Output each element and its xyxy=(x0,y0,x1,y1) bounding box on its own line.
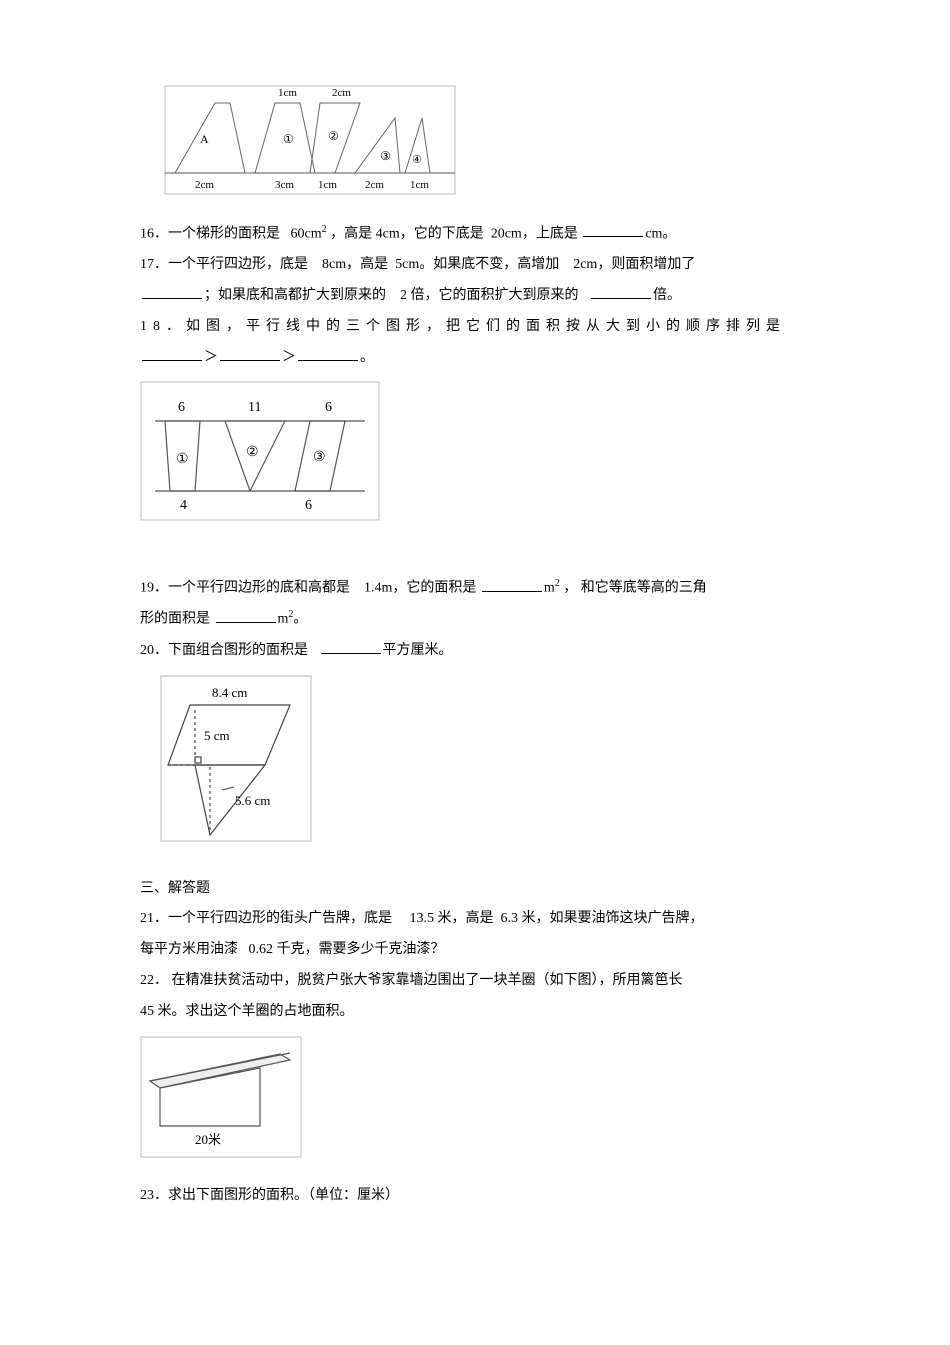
q19-unit1: m xyxy=(544,581,555,596)
fig18-n2: ② xyxy=(246,445,259,460)
q21-p: 0.62 千克，需要多少千克油漆？ xyxy=(249,942,445,957)
q21-a: 21．一个平行四边形的街头广告牌，底是 xyxy=(140,911,392,926)
fig20-bot: 5.6 cm xyxy=(235,793,270,808)
q18-b2 xyxy=(220,346,280,361)
q18-gt2: ＞ xyxy=(282,350,296,365)
q16-unit: cm。 xyxy=(645,226,676,241)
fig20-top: 8.4 cm xyxy=(212,685,247,700)
question-18: 18．如图，平行线中的三个图形，把它们的面积按从大到小的顺序排列是 xyxy=(140,312,830,343)
question-17-line2: ；如果底和高都扩大到原来的 2 倍，它的面积扩大到原来的 倍。 xyxy=(140,281,830,312)
q19-exp1: 2 xyxy=(555,578,560,589)
q21-b: 每平方米用油漆 xyxy=(140,942,238,957)
q17-inc: 2cm，则面积增加了 xyxy=(573,257,695,272)
q19-unit2: m xyxy=(278,612,289,627)
q19-a: 19．一个平行四边形的底和高都是 xyxy=(140,581,350,596)
question-17-line1: 17．一个平行四边形，底是 8cm，高是 5cm。如果底不变，高增加 2cm，则… xyxy=(140,250,830,281)
fig18-top-a: 6 xyxy=(178,400,185,415)
q16-blank xyxy=(583,222,643,237)
fig15-bot2: 1cm xyxy=(318,179,337,191)
fig22-label: 20米 xyxy=(195,1132,221,1147)
fig20-mid: 5 cm xyxy=(204,728,230,743)
q16-area: 60cm xyxy=(291,226,322,241)
fig18-bot-b: 6 xyxy=(305,498,312,513)
fig18-bot-a: 4 xyxy=(180,498,187,513)
fig15-n4: ④ xyxy=(412,154,422,166)
fig15-n1: ① xyxy=(283,132,294,146)
figure-q22: 20米 xyxy=(140,1036,830,1174)
fig18-n1: ① xyxy=(176,452,189,467)
question-22-line2: 45 米。求出这个羊圈的占地面积。 xyxy=(140,997,830,1028)
q18-b1 xyxy=(142,346,202,361)
q21-base: 13.5 米，高是 xyxy=(410,911,494,926)
fig18-top-c: 6 xyxy=(325,400,332,415)
fig15-bot4: 1cm xyxy=(410,179,429,191)
q16-mid1: ，高是 4cm，它的下底是 xyxy=(330,226,484,241)
q17-base: 8cm，高是 xyxy=(322,257,388,272)
q19-b: ， 和它等底等高的三角 xyxy=(563,581,707,596)
q17-h: 5cm。如果底不变，高增加 xyxy=(395,257,559,272)
question-16: 16．一个梯形的面积是 60cm2 ，高是 4cm，它的下底是 20cm，上底是… xyxy=(140,219,830,250)
q20-a: 20．下面组合图形的面积是 xyxy=(140,643,308,658)
figure-q18: 6 11 6 4 6 ① ② ③ xyxy=(140,381,830,534)
fig15-top2: 2cm xyxy=(332,87,351,99)
q19-blank1 xyxy=(482,577,542,592)
q19-blank2 xyxy=(216,608,276,623)
q17-line2a: ；如果底和高都扩大到原来的 xyxy=(204,288,386,303)
question-19-line2: 形的面积是 m2。 xyxy=(140,604,830,635)
q18-text: 18．如图，平行线中的三个图形，把它们的面积按从大到小的顺序排列是 xyxy=(140,319,786,334)
fig15-bot3: 2cm xyxy=(365,179,384,191)
q22-a: 22． 在精准扶贫活动中，脱贫户张大爷家靠墙边围出了一块羊圈（如下图），所用篱笆… xyxy=(140,973,683,988)
question-23: 23．求出下面图形的面积。（单位：厘米） xyxy=(140,1181,830,1212)
q20-blank xyxy=(321,639,381,654)
fig15-bot1: 3cm xyxy=(275,179,294,191)
question-21-line2: 每平方米用油漆 0.62 千克，需要多少千克油漆？ xyxy=(140,935,830,966)
question-20: 20．下面组合图形的面积是 平方厘米。 xyxy=(140,636,830,667)
question-19-line1: 19．一个平行四边形的底和高都是 1.4m，它的面积是 m2 ， 和它等底等高的… xyxy=(140,573,830,604)
q20-unit: 平方厘米。 xyxy=(383,643,453,658)
fig15-n2: ② xyxy=(328,129,339,143)
section-3-heading: 三、解答题 xyxy=(140,874,830,905)
figure-q18-svg: 6 11 6 4 6 ① ② ③ xyxy=(140,381,380,521)
q18-gt1: ＞ xyxy=(204,350,218,365)
fig15-n3: ③ xyxy=(380,149,391,163)
fig15-botA: 2cm xyxy=(195,179,214,191)
fig18-top-b: 11 xyxy=(248,400,261,415)
q17-a: 17．一个平行四边形，底是 xyxy=(140,257,308,272)
fig15-label-A: A xyxy=(200,132,209,146)
figure-q15: A ① 1cm ② 2cm ③ ④ 2cm 3cm 1cm 2cm 1cm xyxy=(160,68,830,211)
q21-h: 6.3 米，如果要油饰这块广告牌， xyxy=(501,911,704,926)
q18-b3 xyxy=(298,346,358,361)
figure-q22-svg: 20米 xyxy=(140,1036,310,1161)
q18-end: 。 xyxy=(360,350,374,365)
question-18-blanks: ＞ ＞ 。 xyxy=(140,343,830,374)
q16-lower: 20cm，上底是 xyxy=(491,226,578,241)
q16-prefix: 16．一个梯形的面积是 xyxy=(140,226,280,241)
figure-q20-svg: 8.4 cm 5 cm 5.6 cm xyxy=(160,675,330,845)
q19-c: 形的面积是 xyxy=(140,612,210,627)
fig18-n3: ③ xyxy=(313,450,326,465)
figure-q20: 8.4 cm 5 cm 5.6 cm xyxy=(160,675,830,858)
q17-factor: 2 倍，它的面积扩大到原来的 xyxy=(400,288,579,303)
q17-blank2 xyxy=(591,284,651,299)
q19-end: 。 xyxy=(293,612,307,627)
figure-q15-svg: A ① 1cm ② 2cm ③ ④ 2cm 3cm 1cm 2cm 1cm xyxy=(160,68,460,198)
q19-val: 1.4m，它的面积是 xyxy=(364,581,476,596)
question-22-line1: 22． 在精准扶贫活动中，脱贫户张大爷家靠墙边围出了一块羊圈（如下图），所用篱笆… xyxy=(140,966,830,997)
q16-exp: 2 xyxy=(322,224,327,235)
q17-suffix: 倍。 xyxy=(653,288,681,303)
question-21-line1: 21．一个平行四边形的街头广告牌，底是 13.5 米，高是 6.3 米，如果要油… xyxy=(140,904,830,935)
q22-b: 45 米。求出这个羊圈的占地面积。 xyxy=(140,1004,354,1019)
q17-blank1 xyxy=(142,284,202,299)
fig15-top1: 1cm xyxy=(278,87,297,99)
